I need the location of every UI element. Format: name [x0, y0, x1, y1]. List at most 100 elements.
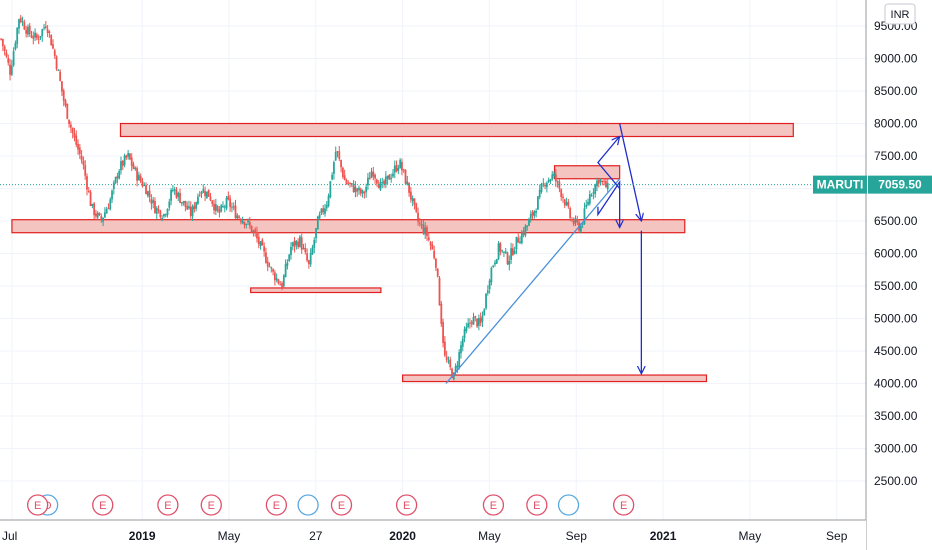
candle-body: [571, 219, 573, 221]
candle-body: [295, 241, 298, 246]
candle-body: [61, 81, 63, 92]
candle-body: [134, 167, 137, 170]
candle-body: [48, 31, 51, 34]
price-axis: 2500.00 3000.00 3500.00 4000.00 4500.00 5000.…: [865, 0, 932, 550]
candle-body: [513, 250, 516, 254]
candle-body: [145, 185, 147, 195]
candle-body: [236, 215, 239, 219]
candle-body: [225, 197, 228, 209]
candle-body: [180, 202, 183, 204]
candle-body: [417, 212, 419, 222]
candle-body: [125, 155, 128, 158]
candle-body: [256, 231, 258, 239]
candle-body: [87, 190, 90, 192]
candle-body: [204, 191, 206, 196]
candle-body: [443, 341, 446, 356]
resistance-zone: [402, 374, 708, 383]
candle-body: [23, 22, 26, 30]
candle-body: [304, 247, 307, 253]
candle-body: [35, 34, 38, 39]
candle-body: [365, 186, 368, 193]
candle-body: [141, 181, 144, 187]
candle-body: [66, 103, 69, 119]
earnings-marker: [265, 494, 288, 516]
candle-body: [37, 38, 40, 40]
candle-body: [93, 203, 96, 216]
price-tick-label: 8000.00: [874, 117, 918, 131]
candle-body: [231, 207, 233, 209]
candle-body: [91, 203, 94, 206]
earnings-marker: [92, 494, 114, 516]
candle-body: [563, 199, 566, 206]
candle-body: [245, 223, 248, 225]
candle-body: [547, 179, 550, 182]
candle-body: [327, 195, 330, 206]
candle-body: [583, 208, 586, 225]
candle-body: [177, 192, 180, 197]
price-axis-ticks: 2500.00 3000.00 3500.00 4000.00 4500.00 5000.…: [874, 19, 918, 488]
candle-body: [120, 161, 122, 171]
candle-body: [266, 261, 269, 267]
candle-body: [163, 214, 165, 217]
candle-body: [300, 237, 303, 250]
candle-body: [78, 147, 81, 155]
candle-body: [170, 190, 172, 201]
candle-body: [184, 200, 187, 207]
candle-body: [268, 266, 271, 268]
candle-body: [347, 183, 350, 185]
candle-body: [338, 151, 341, 160]
time-tick-label: 27: [309, 529, 323, 543]
candle-body: [28, 25, 31, 35]
candle-body: [284, 264, 287, 278]
candle-body: [263, 246, 266, 252]
time-axis-ticks: Jul 2019 May 27 2020 May Sep 2021 May Sep: [2, 529, 848, 543]
candle-body: [554, 173, 557, 182]
candle-body: [429, 242, 432, 246]
candle-body: [136, 168, 138, 181]
candle-body: [291, 242, 294, 247]
candle-body: [41, 29, 44, 37]
candle-body: [112, 182, 115, 189]
candle-body: [239, 219, 242, 222]
candle-body: [150, 199, 153, 204]
candle-body: [472, 316, 475, 325]
candle-body: [173, 189, 176, 191]
candle-body: [286, 262, 289, 266]
candle-body: [143, 185, 146, 187]
candle-body: [68, 119, 70, 125]
price-tick-label: 4500.00: [874, 344, 918, 358]
candle-body: [476, 318, 478, 327]
candle-body: [288, 254, 291, 261]
candle-body: [197, 196, 199, 204]
candle-body: [34, 32, 36, 38]
candle-body: [375, 179, 378, 184]
candle-body: [211, 200, 214, 204]
candle-body: [424, 227, 427, 235]
candle-body: [259, 241, 262, 247]
candle-body: [386, 175, 389, 179]
candle-body: [418, 222, 421, 224]
candle-body: [537, 196, 539, 210]
dividend-marker: [557, 494, 580, 516]
candle-body: [470, 322, 473, 324]
candle-body: [515, 236, 518, 250]
dividend-marker: [297, 494, 319, 516]
candle-body: [214, 204, 217, 212]
earnings-marker: [482, 494, 505, 516]
candle-body: [404, 169, 407, 184]
candle-body: [309, 253, 312, 265]
candle-body: [159, 210, 162, 218]
candle-body: [198, 194, 201, 196]
candle-body: [234, 205, 237, 219]
candle-body: [161, 218, 164, 220]
projection-arrow: [597, 179, 620, 228]
candle-body: [481, 315, 484, 322]
candle-body: [200, 192, 203, 194]
candle-body: [273, 272, 276, 281]
currency-badge[interactable]: INR: [884, 3, 916, 25]
candle-body: [388, 174, 391, 180]
candle-body: [504, 251, 507, 253]
candle-body: [440, 303, 443, 324]
earnings-label: E: [208, 500, 215, 512]
